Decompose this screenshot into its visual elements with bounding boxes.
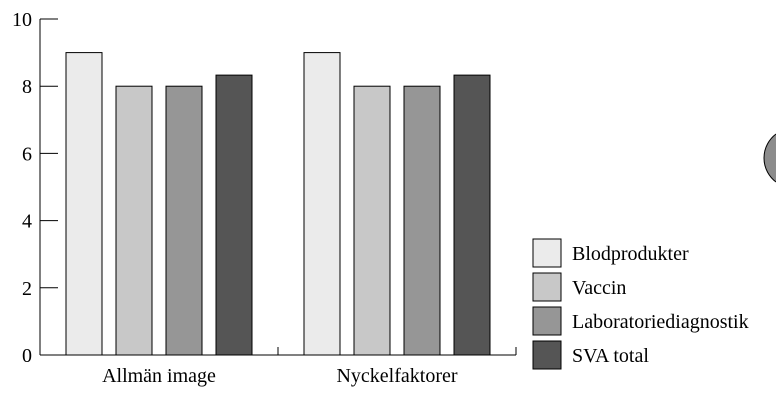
legend-swatch	[532, 272, 562, 302]
legend-item: Blodprodukter	[532, 238, 689, 268]
legend-label: SVA total	[572, 345, 649, 367]
bar-sva-total-1	[453, 74, 491, 356]
legend-item: SVA total	[532, 340, 649, 370]
decorative-circle-arc	[763, 133, 776, 183]
bar-laboratoriediagnostik-0	[165, 85, 203, 356]
bar-laboratoriediagnostik-1	[403, 85, 441, 356]
bar-blodprodukter-1	[303, 52, 341, 356]
x-category-label: Allmän image	[102, 365, 216, 387]
legend-label: Vaccin	[572, 277, 626, 299]
legend-item: Laboratoriediagnostik	[532, 306, 749, 336]
y-tick-label: 2	[22, 278, 32, 300]
y-tick-label: 0	[22, 345, 32, 367]
bar-blodprodukter-0	[65, 52, 103, 356]
legend-swatch	[532, 340, 562, 370]
bars	[65, 52, 491, 356]
legend-swatch	[532, 306, 562, 336]
bar-vaccin-1	[353, 85, 391, 356]
legend-label: Laboratoriediagnostik	[572, 311, 749, 333]
bar-sva-total-0	[215, 74, 253, 356]
bar-vaccin-0	[115, 85, 153, 356]
y-axis: 0 2 4 6 8 10	[12, 9, 58, 367]
y-tick-label: 4	[22, 211, 32, 233]
y-tick-label: 6	[22, 143, 32, 165]
x-axis: Allmän image Nyckelfaktorer	[40, 347, 517, 387]
legend-swatch	[532, 238, 562, 268]
x-category-label: Nyckelfaktorer	[336, 365, 457, 387]
y-tick-label: 8	[22, 76, 32, 98]
y-tick-label: 10	[12, 9, 32, 31]
legend: Blodprodukter Vaccin Laboratoriediagnostik…	[532, 238, 749, 370]
legend-item: Vaccin	[532, 272, 626, 302]
legend-label: Blodprodukter	[572, 243, 689, 265]
